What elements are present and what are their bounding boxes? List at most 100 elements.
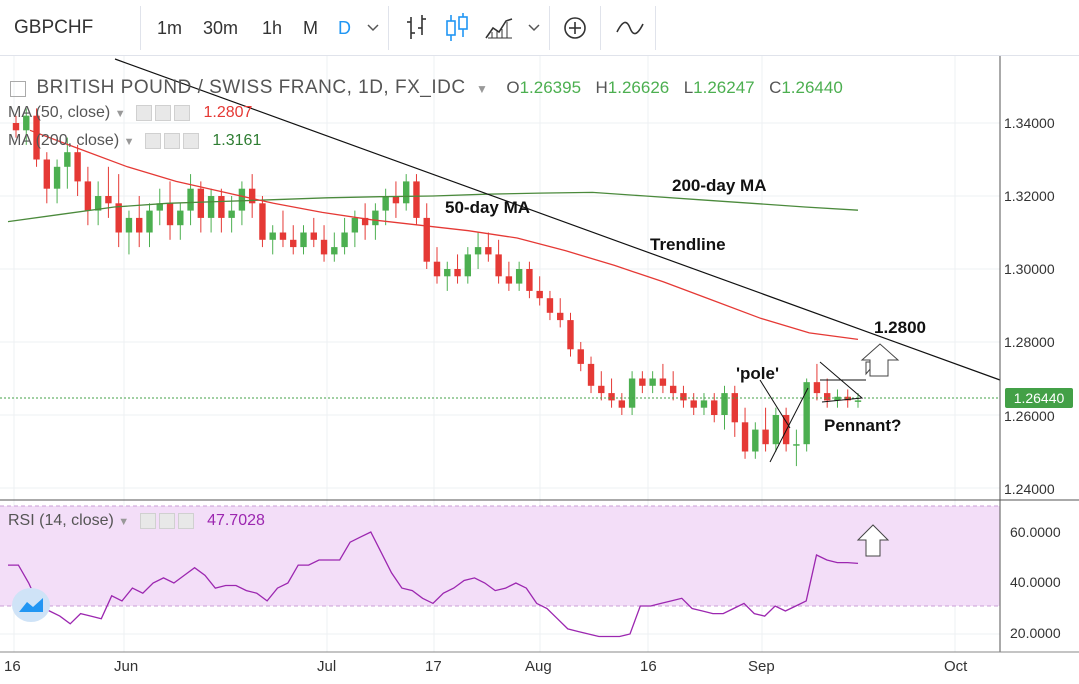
interval-1h-button[interactable]: 1h <box>262 18 283 38</box>
chevron-down-icon[interactable] <box>527 0 541 56</box>
ma50-line <box>29 129 859 341</box>
candle-down <box>433 261 441 277</box>
close-icon[interactable] <box>174 104 191 121</box>
gear-icon[interactable] <box>155 104 172 121</box>
candle-down <box>197 188 205 218</box>
ma50-legend-buttons[interactable] <box>136 104 193 122</box>
candle-down <box>577 349 584 364</box>
time-tick-label: 16 <box>4 658 21 675</box>
candle-down <box>413 181 420 218</box>
candle-down <box>659 378 667 386</box>
candle-up <box>300 232 307 248</box>
rsi-tick-label: 60.0000 <box>1010 524 1061 540</box>
candle-down <box>166 203 174 226</box>
rsi-legend[interactable]: RSI (14, close) ▼ 47.7028 <box>8 512 265 530</box>
trendline-annotation: Trendline <box>650 235 726 254</box>
price-tick-label: 1.26000 <box>1004 408 1055 424</box>
eye-icon[interactable] <box>144 132 161 149</box>
candle-style-icon[interactable] <box>444 0 470 56</box>
candle-up <box>515 269 523 284</box>
main-legend: BRITISH POUND / SWISS FRANC, 1D, FX_IDC … <box>10 77 843 99</box>
rsi-line <box>8 531 859 638</box>
ma200-legend-buttons[interactable] <box>144 132 202 150</box>
candle-down <box>608 393 615 401</box>
chevron-down-icon[interactable]: ▼ <box>476 82 488 96</box>
candle-up <box>854 400 862 402</box>
price-tick-label: 1.30000 <box>1004 261 1055 277</box>
candle-up <box>94 196 102 211</box>
interval-30m-button[interactable]: 30m <box>203 18 239 38</box>
chevron-down-icon[interactable]: ▼ <box>123 136 135 149</box>
candle-down <box>731 393 738 423</box>
candle-up <box>700 400 708 408</box>
toolbar-divider <box>549 6 550 50</box>
candle-down <box>639 378 646 386</box>
interval-1m-button[interactable]: 1m <box>157 18 183 38</box>
eye-icon[interactable] <box>139 512 156 529</box>
toolbar-divider <box>388 6 389 50</box>
area-style-icon[interactable] <box>484 0 514 56</box>
candle-up <box>649 378 656 386</box>
candle-down <box>485 247 492 255</box>
price-tick-label: 1.32000 <box>1004 188 1055 204</box>
candle-down <box>495 254 502 277</box>
ma50-legend-value: 1.2807 <box>203 104 253 122</box>
candle-up <box>351 217 359 233</box>
interval-day-button[interactable]: D <box>338 18 351 38</box>
time-tick-label: Sep <box>748 658 775 675</box>
candle-down <box>454 269 461 277</box>
toolbar-divider <box>140 6 141 50</box>
close-icon[interactable] <box>182 132 199 149</box>
gear-icon[interactable] <box>158 512 175 529</box>
candle-down <box>361 217 369 226</box>
tradingview-logo-icon[interactable] <box>12 588 50 622</box>
symbol-title: BRITISH POUND / SWISS FRANC, 1D, FX_IDC <box>36 77 466 98</box>
candle-up <box>125 217 133 233</box>
chevron-down-icon[interactable]: ▼ <box>114 108 126 121</box>
chevron-down-icon[interactable]: ▼ <box>118 516 130 529</box>
candle-up <box>64 152 71 167</box>
compare-icon[interactable] <box>615 0 645 56</box>
ma50-legend[interactable]: MA (50, close) ▼ 1.2807 <box>8 104 252 122</box>
candle-down <box>218 196 225 218</box>
candle-down <box>669 385 677 394</box>
ma200-annotation: 200-day MA <box>672 176 767 195</box>
candle-up <box>752 429 759 452</box>
candle-down <box>546 298 554 313</box>
candle-down <box>74 152 81 182</box>
rsi-legend-label: RSI (14, close) <box>8 512 114 530</box>
bar-style-icon[interactable] <box>404 0 430 56</box>
up-arrow-icon <box>860 343 900 377</box>
candle-down <box>813 382 821 394</box>
candle-up <box>146 210 153 233</box>
candle-down <box>290 239 297 248</box>
eye-icon[interactable] <box>136 104 153 121</box>
ohlc-open: 1.26395 <box>519 78 582 97</box>
chevron-down-icon[interactable] <box>366 0 380 56</box>
time-tick-label: Jul <box>317 658 337 675</box>
candle-up <box>464 254 472 277</box>
time-tick-label: 16 <box>640 658 657 675</box>
rsi-legend-buttons[interactable] <box>139 512 197 530</box>
gear-icon[interactable] <box>163 132 180 149</box>
candle-down <box>762 429 769 445</box>
candle-down <box>105 196 112 204</box>
candle-up <box>402 181 410 204</box>
interval-month-button[interactable]: M <box>303 18 318 38</box>
time-tick-label: 17 <box>425 658 442 675</box>
candle-down <box>43 159 51 189</box>
candle-down <box>320 239 328 255</box>
candle-down <box>526 269 533 291</box>
candle-up <box>156 203 163 211</box>
candle-up <box>187 188 194 211</box>
price-tick-label: 1.28000 <box>1004 334 1055 350</box>
ma200-legend[interactable]: MA (200, close) ▼ 1.3161 <box>8 132 261 150</box>
collapse-legend-icon[interactable] <box>10 80 26 97</box>
close-icon[interactable] <box>177 512 194 529</box>
candle-down <box>557 312 564 321</box>
symbol-search[interactable]: GBPCHF <box>14 17 94 38</box>
rsi-tick-label: 20.0000 <box>1010 625 1061 641</box>
ohlc-low: 1.26247 <box>693 78 755 97</box>
add-indicator-icon[interactable] <box>562 0 588 56</box>
